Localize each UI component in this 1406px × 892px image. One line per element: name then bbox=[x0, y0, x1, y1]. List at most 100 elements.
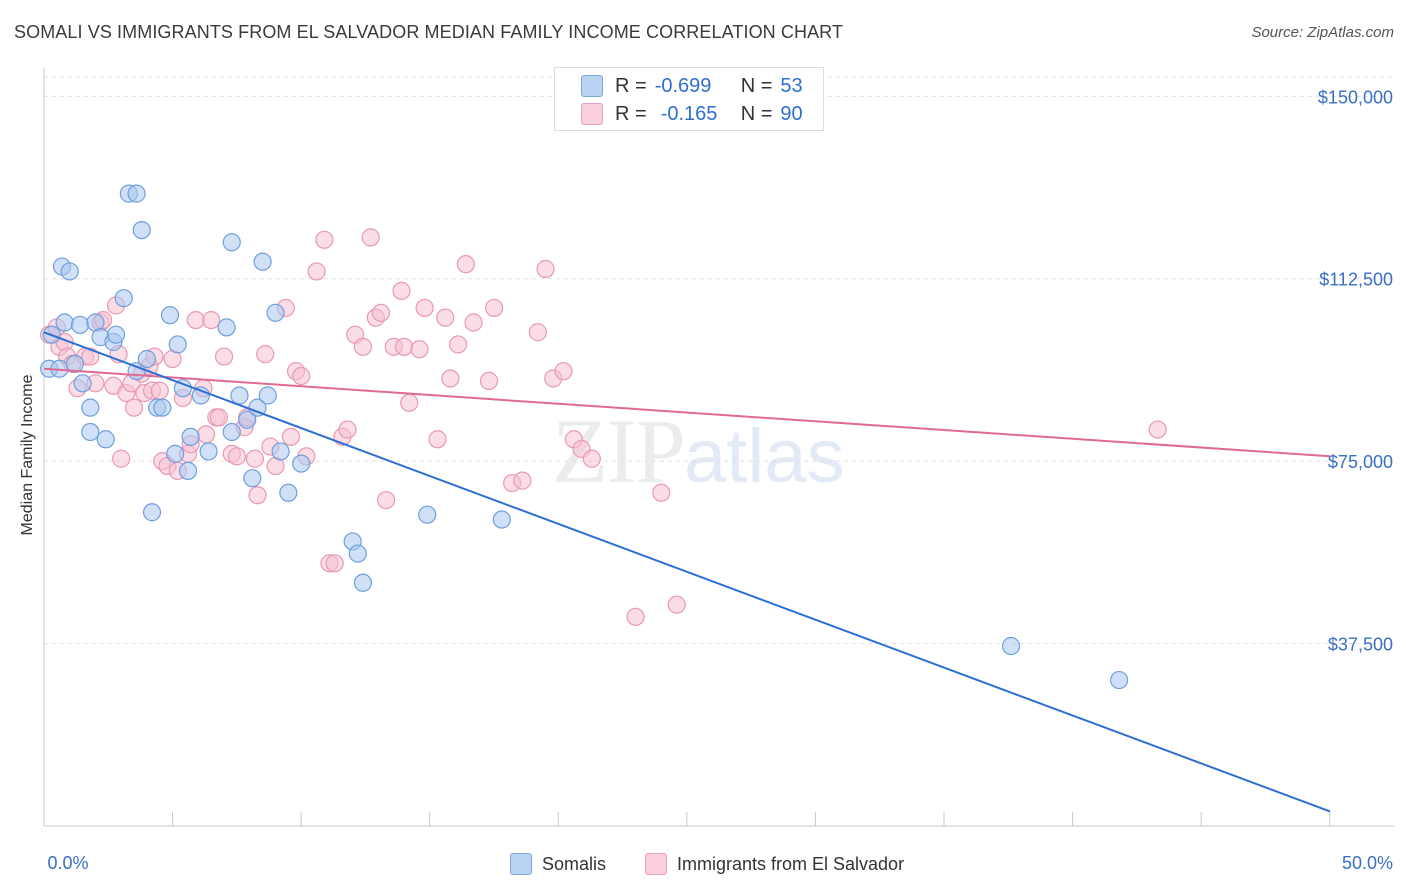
somali-point bbox=[266, 303, 285, 322]
chart-title: SOMALI VS IMMIGRANTS FROM EL SALVADOR ME… bbox=[14, 22, 844, 42]
el-salvador-point bbox=[186, 310, 205, 330]
el-salvador-point bbox=[428, 430, 447, 449]
el-salvador-point bbox=[124, 398, 144, 417]
el-salvador-point bbox=[441, 369, 460, 388]
el-salvador-point bbox=[513, 471, 532, 490]
el-salvador-point bbox=[410, 340, 429, 359]
y-tick-label: $150,000 bbox=[1318, 87, 1393, 107]
el-salvador-point bbox=[400, 393, 419, 412]
somali-point bbox=[353, 573, 373, 592]
somali-point bbox=[153, 398, 172, 417]
somali-point bbox=[418, 505, 437, 524]
somali-point bbox=[132, 220, 151, 240]
el-salvador-point bbox=[415, 298, 434, 318]
el-salvador-point bbox=[292, 366, 311, 386]
el-salvador-point bbox=[626, 607, 645, 626]
el-salvador-point bbox=[209, 408, 228, 427]
el-salvador-point bbox=[436, 308, 455, 327]
el-salvador-point bbox=[150, 381, 169, 400]
el-salvador-trend-line bbox=[43, 367, 1331, 458]
n-label: N = bbox=[740, 74, 773, 97]
somali-point bbox=[160, 306, 180, 325]
somali-trend-line bbox=[43, 331, 1331, 813]
somali-point bbox=[238, 410, 257, 429]
correlation-legend: R = -0.699 N = 53 R = -0.165 N = 90 bbox=[554, 67, 824, 131]
somali-point bbox=[168, 335, 187, 354]
somali-point bbox=[60, 262, 79, 281]
somali-point bbox=[492, 510, 511, 529]
el-salvador-point bbox=[371, 303, 391, 322]
el-salvador-point bbox=[485, 298, 504, 318]
somali-point bbox=[222, 233, 241, 252]
bottom-legend-el-salvador: Immigrants from El Salvador bbox=[645, 852, 904, 876]
el-salvador-point bbox=[394, 337, 414, 356]
r-label: R = bbox=[615, 74, 647, 97]
bottom-legend-somalis: Somalis bbox=[510, 852, 606, 876]
somali-point bbox=[81, 422, 100, 442]
el-salvador-point bbox=[325, 554, 344, 573]
somali-point bbox=[292, 454, 311, 473]
el-salvador-point bbox=[81, 347, 100, 366]
somali-point bbox=[222, 422, 241, 442]
somali-point bbox=[137, 349, 156, 369]
watermark-atlas: atlas bbox=[684, 414, 845, 499]
legend-row-somalis: R = -0.699 N = 53 bbox=[555, 72, 803, 100]
el-salvador-point bbox=[448, 335, 468, 354]
somalis-legend-swatch bbox=[510, 853, 532, 875]
el-salvador-point bbox=[456, 255, 475, 274]
el-salvador-point bbox=[338, 420, 357, 439]
somali-point bbox=[1001, 636, 1021, 656]
somali-point bbox=[70, 315, 90, 335]
somali-point bbox=[114, 289, 133, 308]
somali-point bbox=[253, 252, 272, 271]
el-salvador-point bbox=[528, 323, 547, 342]
somali-point bbox=[142, 503, 162, 522]
el-salvador-n-value: 90 bbox=[780, 102, 803, 125]
el-salvador-point bbox=[202, 310, 221, 330]
el-salvador-point bbox=[214, 347, 234, 366]
somali-point bbox=[258, 386, 277, 405]
somali-point bbox=[1109, 670, 1129, 690]
somalis-r-value: -0.699 bbox=[654, 74, 712, 97]
somali-point bbox=[65, 354, 84, 373]
el-salvador-point bbox=[256, 345, 275, 364]
x-tick-label-max: 50.0% bbox=[1342, 853, 1393, 873]
somalis-swatch bbox=[581, 75, 603, 97]
somali-point bbox=[55, 313, 74, 332]
somali-point bbox=[230, 386, 249, 405]
somali-point bbox=[271, 442, 290, 461]
el-salvador-point bbox=[554, 362, 573, 381]
el-salvador-point bbox=[1148, 420, 1167, 439]
somali-point bbox=[279, 483, 298, 502]
el-salvador-point bbox=[376, 490, 396, 510]
el-salvador-point bbox=[112, 449, 131, 468]
el-salvador-point bbox=[281, 427, 301, 446]
el-salvador-point bbox=[196, 425, 216, 444]
somalis-n-value: 53 bbox=[780, 74, 803, 97]
r-label: R = bbox=[615, 102, 647, 125]
el-salvador-point bbox=[652, 483, 671, 502]
y-tick-label: $112,500 bbox=[1319, 270, 1393, 290]
el-salvador-point bbox=[248, 486, 267, 505]
el-salvador-point bbox=[479, 371, 499, 390]
el-salvador-point bbox=[536, 259, 555, 279]
somali-point bbox=[243, 469, 262, 488]
el-salvador-point bbox=[392, 281, 411, 301]
el-salvador-point bbox=[582, 449, 601, 468]
el-salvador-point bbox=[245, 449, 265, 468]
el-salvador-point bbox=[464, 313, 483, 332]
somali-point bbox=[73, 374, 92, 393]
somali-point bbox=[96, 430, 115, 449]
somali-point bbox=[217, 318, 236, 337]
el-salvador-point bbox=[315, 230, 334, 249]
el-salvador-point bbox=[667, 595, 686, 614]
y-tick-label: $75,000 bbox=[1328, 452, 1393, 472]
el-salvador-legend-label: Immigrants from El Salvador bbox=[677, 853, 905, 874]
el-salvador-point bbox=[307, 262, 326, 281]
legend-row-el-salvador: R = -0.165 N = 90 bbox=[555, 100, 803, 128]
el-salvador-point bbox=[227, 447, 246, 466]
source-label: Source: ZipAtlas.com bbox=[1251, 24, 1394, 41]
somali-point bbox=[178, 461, 198, 480]
somali-point bbox=[348, 544, 367, 563]
